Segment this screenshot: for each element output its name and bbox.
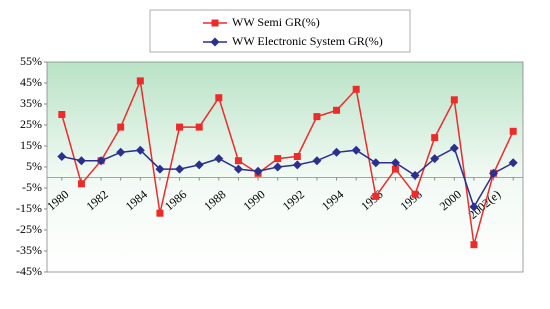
point [293, 153, 301, 160]
point [351, 145, 361, 155]
legend-label: WW Semi GR(%) [232, 15, 320, 29]
y-tick-label: -45% [16, 264, 42, 278]
y-tick-label: 5% [26, 159, 42, 173]
point [390, 158, 400, 168]
y-tick-label: 45% [20, 75, 42, 89]
legend-label: WW Electronic System GR(%) [232, 34, 383, 48]
point [274, 155, 282, 163]
y-tick-label: -5% [22, 180, 42, 194]
point [195, 123, 203, 131]
point [194, 160, 204, 170]
y-tick-label: 35% [20, 96, 42, 110]
y-tick-label: 25% [20, 117, 42, 131]
point [58, 111, 66, 118]
point [371, 158, 381, 168]
point [312, 156, 322, 166]
y-tick-label: -35% [16, 243, 42, 257]
point [117, 123, 125, 131]
point [116, 147, 126, 157]
y-tick-label: 15% [20, 138, 42, 152]
point [273, 162, 283, 172]
point [211, 19, 219, 27]
point [214, 154, 224, 164]
point [57, 152, 67, 161]
legend [149, 9, 411, 53]
point [210, 37, 220, 47]
point [431, 134, 439, 142]
point [509, 127, 517, 135]
point [470, 241, 478, 249]
point [135, 145, 145, 155]
point [253, 166, 263, 176]
y-tick-label: 55% [20, 54, 42, 68]
point [450, 96, 458, 104]
point [332, 147, 342, 157]
y-tick-label: -25% [16, 222, 42, 236]
point [508, 158, 518, 168]
point [175, 164, 185, 174]
point [411, 190, 419, 198]
point [430, 154, 440, 164]
plot-area [46, 61, 524, 273]
y-tick-label: -15% [16, 201, 42, 215]
point [469, 202, 479, 212]
point [410, 170, 420, 180]
point [234, 157, 242, 165]
point [77, 180, 85, 188]
point [313, 113, 321, 121]
point [136, 77, 144, 85]
point [215, 94, 223, 102]
point [233, 164, 243, 174]
point [156, 209, 164, 217]
point [333, 106, 341, 114]
point [449, 143, 459, 153]
point [391, 165, 399, 173]
series-line [61, 78, 514, 245]
point [176, 123, 184, 131]
point [96, 156, 106, 166]
point [292, 160, 302, 170]
point [372, 192, 380, 200]
point [352, 85, 360, 93]
point [155, 164, 165, 174]
point [489, 168, 499, 178]
point [76, 156, 86, 166]
